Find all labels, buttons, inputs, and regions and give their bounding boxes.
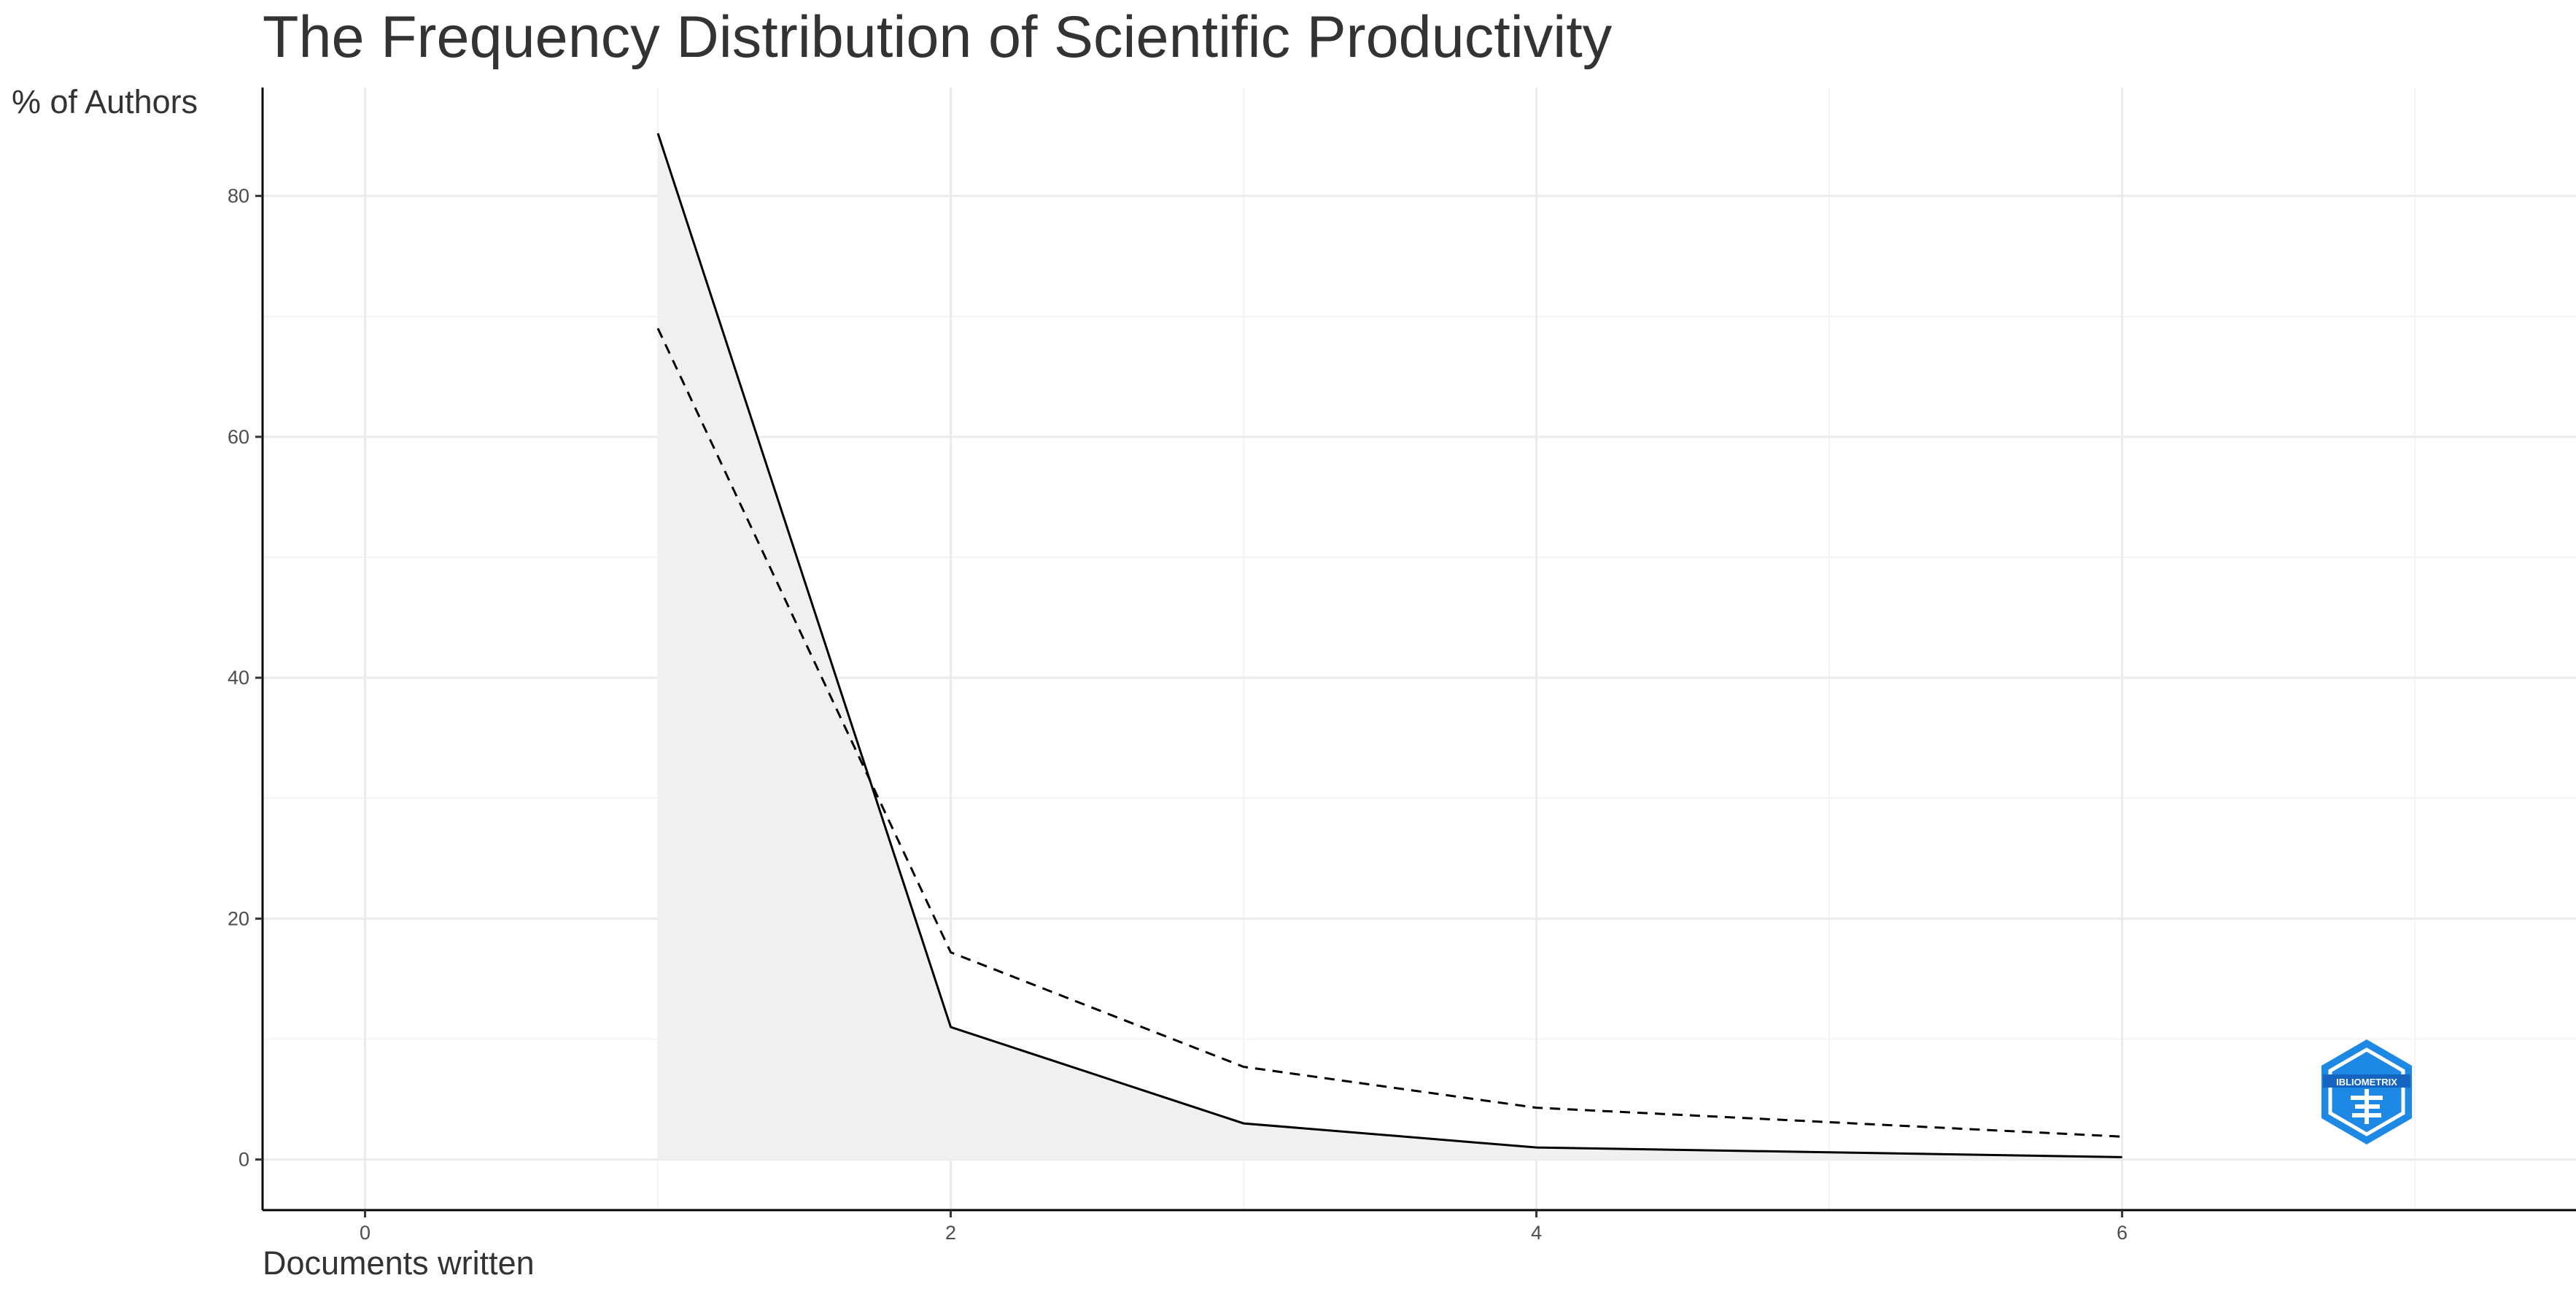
y-tick-label: 80 [228, 185, 249, 207]
x-tick-label: 6 [2117, 1222, 2127, 1244]
y-tick-label: 0 [238, 1149, 249, 1171]
logo-banner [2323, 1074, 2410, 1088]
y-tick-label: 40 [228, 667, 249, 689]
series-0-line [656, 133, 2122, 1158]
chart-title: The Frequency Distribution of Scientific… [263, 4, 1613, 70]
logo-glyph [2351, 1089, 2383, 1124]
logo-text: IBLIOMETRIX [2336, 1077, 2397, 1088]
y-ticks: 0 20 40 60 80 [228, 185, 263, 1171]
y-tick-label: 20 [228, 907, 249, 929]
x-ticks: 0 2 4 6 [360, 1210, 2127, 1244]
series-0-area [658, 133, 2122, 1160]
x-axis-title: Documents written [263, 1244, 535, 1282]
x-tick-label: 4 [1531, 1222, 1542, 1244]
bibliometrix-hexagon-logo-icon: IBLIOMETRIX [2321, 1039, 2412, 1144]
area-layer [658, 133, 2122, 1160]
x-tick-label: 2 [945, 1222, 956, 1244]
x-tick-label: 0 [360, 1222, 371, 1244]
y-tick-label: 60 [228, 426, 249, 448]
y-axis-title: % of Authors [12, 83, 198, 120]
series-layer [656, 133, 2122, 1158]
logo-inner-hexagon [2328, 1047, 2405, 1136]
